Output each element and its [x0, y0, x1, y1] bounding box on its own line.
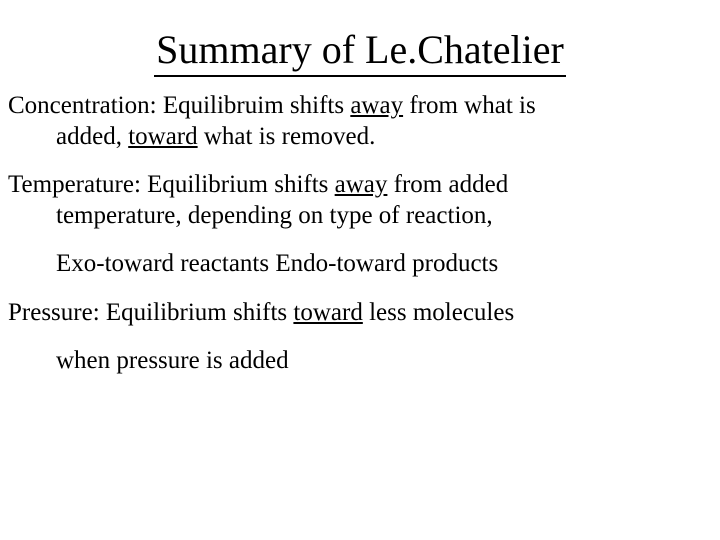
- concentration-mid: from what is: [403, 92, 536, 119]
- underline-away-2: away: [335, 171, 388, 198]
- pressure-lead: Pressure: Equilibrium shifts: [8, 299, 293, 326]
- pressure-paragraph: Pressure: Equilibrium shifts toward less…: [8, 298, 712, 377]
- temperature-lead: Temperature: Equilibrium shifts: [8, 171, 335, 198]
- concentration-paragraph: Concentration: Equilibruim shifts away f…: [8, 91, 712, 152]
- temperature-mid: from added: [387, 171, 508, 198]
- temperature-line3: Exo-toward reactants Endo-toward product…: [8, 249, 712, 280]
- underline-away: away: [350, 92, 403, 119]
- temperature-paragraph: Temperature: Equilibrium shifts away fro…: [8, 170, 712, 280]
- temperature-line2: temperature, depending on type of reacti…: [8, 201, 712, 232]
- underline-toward: toward: [128, 123, 197, 150]
- slide-body: Concentration: Equilibruim shifts away f…: [8, 91, 712, 377]
- concentration-line2: added, toward what is removed.: [8, 122, 712, 153]
- slide-title: Summary of Le.Chatelier: [154, 26, 566, 77]
- slide: Summary of Le.Chatelier Concentration: E…: [0, 0, 720, 540]
- pressure-mid: less molecules: [363, 299, 514, 326]
- pressure-line2: when pressure is added: [8, 346, 712, 377]
- concentration-line2a: added,: [56, 123, 128, 150]
- concentration-line2b: what is removed.: [198, 123, 376, 150]
- concentration-lead: Concentration: Equilibruim shifts: [8, 92, 350, 119]
- underline-toward-2: toward: [293, 299, 362, 326]
